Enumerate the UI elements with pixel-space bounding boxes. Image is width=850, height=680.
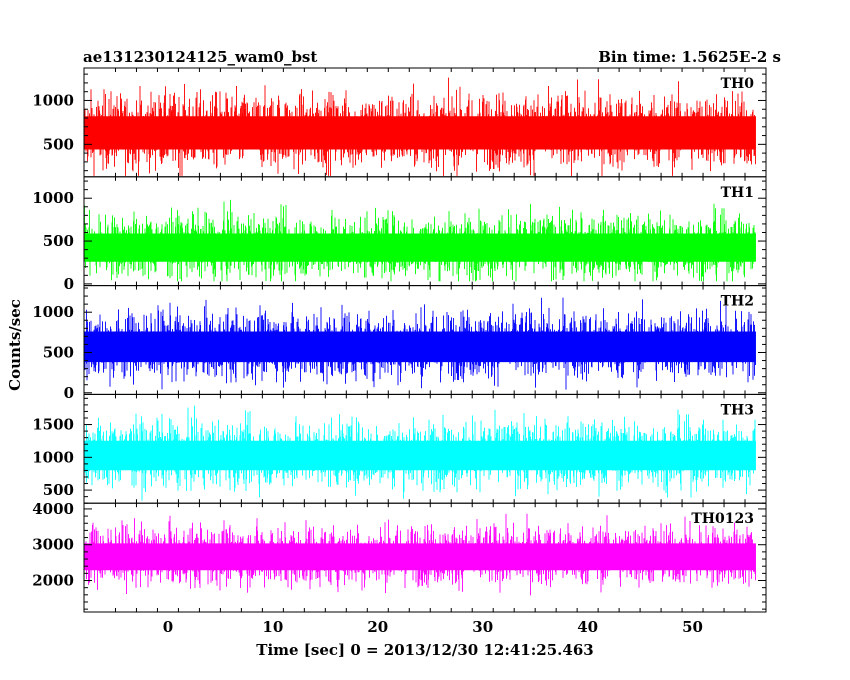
x-tick-label: 20 — [367, 618, 388, 636]
y-tick-label: 4000 — [32, 500, 74, 518]
panel-label: TH0123 — [691, 511, 754, 527]
series-th2 — [84, 297, 756, 390]
panel-th0123: 2000 3000 4000 TH0123 — [32, 500, 767, 613]
panel-label: TH0 — [721, 76, 755, 92]
chart-title-left: ae131230124125_wam0_bst — [83, 48, 317, 66]
y-tick-label: 2000 — [32, 572, 74, 590]
panel-label: TH3 — [721, 402, 754, 418]
x-tick-label: 10 — [262, 618, 283, 636]
y-axis-title: Counts/sec — [6, 299, 24, 391]
series-th0 — [84, 77, 756, 176]
x-tick-label: 50 — [682, 618, 703, 636]
y-tick-label: 1000 — [32, 448, 74, 466]
y-tick-label: 1000 — [32, 189, 74, 207]
chart-title-right: Bin time: 1.5625E-2 s — [598, 48, 781, 66]
series-th3 — [84, 405, 756, 501]
y-tick-label: 500 — [43, 232, 74, 250]
y-tick-label: 1000 — [32, 91, 74, 109]
y-tick-label: 3000 — [32, 536, 74, 554]
series-th0123 — [84, 513, 756, 596]
panel-th0: 500 1000 TH0 — [32, 67, 767, 178]
panel-label: TH1 — [721, 185, 754, 201]
x-axis-title: Time [sec] 0 = 2013/12/30 12:41:25.463 — [256, 641, 593, 659]
y-tick-label: 0 — [64, 275, 74, 293]
y-tick-label: 1000 — [32, 303, 74, 321]
y-tick-label: 1500 — [32, 416, 74, 434]
x-tick-label: 30 — [472, 618, 493, 636]
panel-label: TH2 — [721, 294, 754, 310]
y-tick-label: 500 — [43, 481, 74, 499]
y-tick-label: 0 — [64, 384, 74, 402]
y-tick-label: 500 — [43, 135, 74, 153]
series-th1 — [84, 199, 756, 282]
panel-th1: 0 500 1000 TH1 — [32, 176, 767, 293]
panel-th2: 0 500 1000 TH2 — [32, 285, 767, 402]
panel-th3: 500 1000 1500 TH3 — [32, 393, 767, 504]
panel-frame — [83, 502, 767, 613]
x-tick-label: 0 — [163, 618, 173, 636]
y-tick-label: 500 — [43, 343, 74, 361]
x-tick-label: 40 — [577, 618, 598, 636]
